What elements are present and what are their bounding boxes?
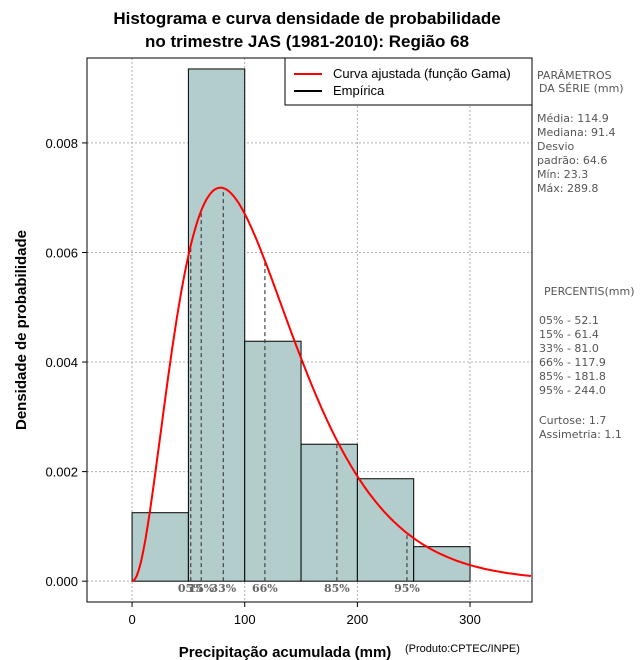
x-tick-label-0: 0 [128,612,135,627]
percentile-label-5: 95% [394,582,420,595]
percentile-label-4: 85% [324,582,350,595]
stat-assimetria: Assimetria: 1.1 [539,428,622,441]
percentil-95: 95% - 244.0 [539,384,606,397]
stat-media: Média: 114.9 [537,112,609,125]
percentil-85: 85% - 181.8 [539,370,606,383]
percentil-66: 66% - 117.9 [539,356,606,369]
x-tick-label-300: 300 [459,612,481,627]
percentile-label-3: 66% [252,582,278,595]
legend-box [284,57,533,106]
percentile-lines [190,188,408,582]
histogram-bar-2 [244,340,302,582]
histogram-bar-4 [356,478,415,582]
stat-desvio-label: Desvio [537,140,575,153]
gamma-fit-curve [131,186,532,583]
percentil-33: 33% - 81.0 [539,342,599,355]
percentil-05: 05% - 52.1 [539,314,599,327]
percentile-label-1: 15% [188,582,214,595]
legend-label-gamma: Curva ajustada (função Gama) [333,66,511,81]
y-tick-label-0: 0.000 [45,574,78,589]
product-credit: (Produto:CPTEC/INPE) [405,643,520,655]
x-axis-label: Precipitação acumulada (mm) [179,644,392,660]
histogram-bar-3 [300,443,358,582]
y-tick-label-4: 0.008 [45,136,78,151]
percentiles-panel: PERCENTIS(mm) 05% - 52.1 15% - 61.4 33% … [539,285,635,441]
percentile-label-2: 33% [210,582,236,595]
y-axis-ticks: 0.000 0.002 0.004 0.006 0.008 [45,136,87,589]
histogram-bar-0 [131,512,189,582]
stat-min: Mín: 23.3 [537,168,588,181]
params-subtitle: DA SÉRIE (mm) [539,82,624,95]
percentile-label-0: 05% [178,582,204,595]
chart-title-line2: no trimestre JAS (1981-2010): Região 68 [145,32,469,51]
y-tick-label-2: 0.004 [45,355,78,370]
y-tick-label-3: 0.006 [45,245,78,260]
histogram-bar-1 [187,68,246,582]
stat-max: Máx: 289.8 [537,182,598,195]
percentile-labels: 05%15%33% 66% 85% 95% [178,582,420,595]
chart-title-line1: Histograma e curva densidade de probabil… [113,9,500,28]
x-axis-ticks: 0 100 200 300 [128,602,481,627]
y-tick-label-1: 0.002 [45,465,78,480]
y-axis-label: Densidade de probabilidade [13,230,30,430]
x-tick-label-200: 200 [347,612,369,627]
histogram-bar-5 [413,546,471,582]
series-parameters-panel: PARÂMETROS DA SÉRIE (mm) Média: 114.9 Me… [537,69,624,195]
legend-label-empirical: Empírica [333,83,385,98]
legend: Curva ajustada (função Gama) Empírica [284,57,533,106]
percentis-title: PERCENTIS(mm) [544,285,635,298]
stat-curtose: Curtose: 1.7 [539,414,606,427]
percentil-15: 15% - 61.4 [539,328,599,341]
stat-mediana: Mediana: 91.4 [537,126,615,139]
x-tick-label-100: 100 [234,612,256,627]
histogram-bars [131,68,471,582]
stat-desvio: padrão: 64.6 [537,154,607,167]
params-title: PARÂMETROS [537,69,612,82]
